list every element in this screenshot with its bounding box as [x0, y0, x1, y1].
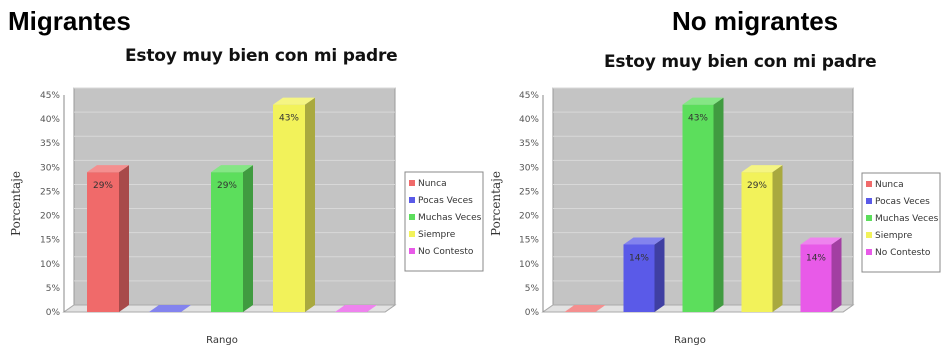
y-tick-label: 5% — [46, 284, 61, 294]
y-tick-label: 0% — [525, 308, 540, 318]
bar-side — [713, 97, 724, 313]
legend-box — [404, 171, 484, 272]
y-tick-label: 30% — [519, 163, 539, 173]
data-label: 14% — [806, 253, 826, 263]
bar-pocas-veces — [623, 237, 665, 312]
legend-label: Muchas Veces — [418, 213, 482, 223]
legend-swatch — [409, 214, 415, 220]
bar-top — [87, 165, 129, 173]
bar-side — [831, 237, 842, 312]
y-tick-label: 40% — [519, 115, 539, 125]
bar-top — [211, 165, 253, 173]
y-tick-label: 45% — [519, 91, 539, 101]
legend-swatch — [409, 197, 415, 203]
y-tick-label: 40% — [40, 115, 60, 125]
bar-top — [682, 97, 724, 105]
data-label: 43% — [688, 114, 708, 124]
legend-label: No Contesto — [418, 247, 474, 257]
y-tick-label: 0% — [46, 308, 61, 318]
legend-label: Pocas Veces — [418, 196, 473, 206]
bar-front — [211, 172, 243, 312]
legend-label: Nunca — [418, 179, 447, 189]
bar-top — [623, 237, 665, 245]
bar-top — [149, 305, 191, 312]
data-label: 29% — [93, 181, 113, 191]
y-tick-label: 30% — [40, 163, 60, 173]
chart-0: 0% 5% 10% 15% 20% 25% 30% 35% 40% 45% 29% 29% 43% Ran… — [9, 87, 484, 346]
chart-1: 0% 5% 10% 15% 20% 25% 30% 35% 40% 45% 14% 43% 29% 14%… — [489, 87, 941, 346]
chart-title-right: Estoy muy bien con mi padre — [604, 52, 877, 72]
legend-swatch — [866, 232, 872, 238]
legend-label: Muchas Veces — [875, 214, 939, 224]
bar-top — [273, 97, 315, 105]
data-label: 29% — [747, 181, 767, 191]
y-axis-label: Porcentaje — [9, 171, 23, 236]
bar-side — [305, 97, 315, 313]
legend-swatch — [409, 180, 415, 186]
y-tick-label: 35% — [40, 139, 60, 149]
x-axis-label: Rango — [206, 335, 238, 346]
group-title-migrantes: Migrantes — [8, 6, 131, 36]
bar-top — [564, 305, 606, 312]
legend-swatch — [866, 215, 872, 221]
bar-pocas-veces — [149, 305, 191, 312]
y-tick-label: 15% — [519, 236, 539, 246]
legend-swatch — [409, 248, 415, 254]
y-tick-label: 10% — [40, 260, 60, 270]
bar-front — [623, 244, 655, 312]
bar-front — [273, 104, 305, 313]
bar-top — [800, 237, 842, 245]
legend-label: Pocas Veces — [875, 197, 930, 207]
x-axis-label: Rango — [674, 335, 706, 346]
y-tick-label: 10% — [519, 260, 539, 270]
y-axis-label: Porcentaje — [489, 171, 503, 236]
chart-title-left: Estoy muy bien con mi padre — [125, 46, 398, 66]
legend-swatch — [866, 249, 872, 255]
bar-no-contesto — [800, 237, 842, 312]
bar-siempre — [741, 165, 783, 312]
bar-siempre — [273, 97, 315, 313]
group-title-no-migrantes: No migrantes — [672, 6, 839, 36]
bar-side — [654, 237, 665, 312]
bar-side — [772, 165, 783, 312]
data-label: 43% — [279, 114, 299, 124]
y-tick-label: 5% — [525, 284, 540, 294]
bar-front — [741, 172, 773, 312]
y-tick-label: 45% — [40, 91, 60, 101]
y-tick-label: 25% — [519, 187, 539, 197]
bar-front — [682, 104, 714, 313]
legend-label: No Contesto — [875, 248, 931, 258]
bar-nunca — [87, 165, 129, 312]
y-tick-label: 20% — [519, 212, 539, 222]
bar-front — [87, 172, 119, 312]
bar-side — [119, 165, 129, 312]
bar-nunca — [564, 305, 606, 312]
legend-box — [861, 172, 941, 273]
bar-muchas-veces — [211, 165, 253, 312]
legend-swatch — [866, 198, 872, 204]
y-tick-label: 15% — [40, 236, 60, 246]
bar-no-contesto — [335, 305, 377, 312]
bar-muchas-veces — [682, 97, 724, 313]
bar-top — [741, 165, 783, 173]
legend-swatch — [866, 181, 872, 187]
data-label: 14% — [629, 253, 649, 263]
y-tick-label: 35% — [519, 139, 539, 149]
bar-top — [335, 305, 377, 312]
legend-label: Nunca — [875, 180, 904, 190]
bar-side — [243, 165, 253, 312]
legend-label: Siempre — [875, 231, 913, 241]
y-tick-label: 20% — [40, 212, 60, 222]
y-tick-label: 25% — [40, 187, 60, 197]
data-label: 29% — [217, 181, 237, 191]
legend-label: Siempre — [418, 230, 456, 240]
legend-swatch — [409, 231, 415, 237]
bar-front — [800, 244, 832, 312]
